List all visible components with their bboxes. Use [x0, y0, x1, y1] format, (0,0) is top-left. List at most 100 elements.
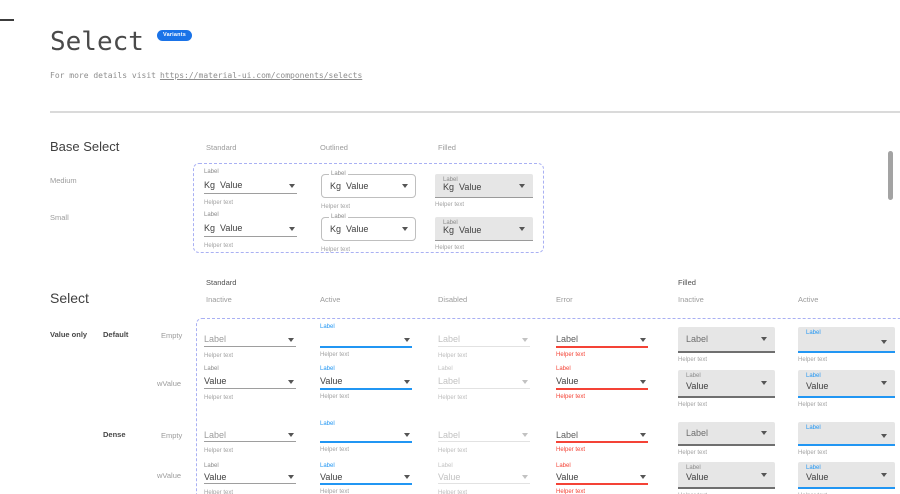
helper-text: Helper text — [556, 394, 586, 400]
select-control[interactable]: Kg Value — [204, 179, 297, 193]
helper-text: Helper text — [798, 450, 828, 456]
select-underline — [438, 388, 530, 391]
select-standard-active-dense-empty: Label Helper text — [320, 421, 412, 454]
select-control[interactable]: Value — [438, 471, 530, 483]
scrollbar-thumb[interactable] — [888, 151, 893, 200]
select-control[interactable]: Value — [556, 375, 648, 388]
select-control[interactable]: Value — [204, 375, 296, 388]
select-label: Label — [204, 463, 219, 469]
select-control[interactable]: Label Kg Value — [435, 217, 533, 241]
select-control[interactable]: Label — [204, 333, 296, 346]
subtitle-text: For more details visit — [50, 71, 156, 80]
dropdown-arrow-icon — [288, 433, 294, 437]
select-control[interactable]: Value — [556, 471, 648, 483]
select-control[interactable]: Label — [798, 422, 895, 446]
subtitle: For more details visit https://material-u… — [50, 70, 362, 82]
select-label: Label — [329, 214, 348, 221]
select-control[interactable]: Label — [438, 333, 530, 346]
dropdown-arrow-icon — [522, 379, 528, 384]
select-value: Value — [320, 376, 343, 386]
select-control[interactable]: Label Value — [678, 370, 775, 398]
helper-text: Helper text — [204, 200, 234, 206]
select-value: Kg Value — [204, 222, 297, 234]
select-control[interactable]: Label — [438, 375, 530, 388]
column-header-std-inactive: Inactive — [206, 295, 232, 304]
select-control[interactable]: Kg Value — [204, 222, 297, 236]
dropdown-arrow-icon — [761, 381, 767, 385]
dropdown-arrow-icon — [522, 475, 528, 479]
dropdown-arrow-icon — [761, 431, 767, 435]
select-control[interactable]: Value — [320, 375, 412, 388]
select-label: Label — [320, 421, 335, 427]
select-filled-active-default-empty: Label Helper text — [798, 327, 895, 364]
select-control[interactable]: Label — [556, 429, 648, 441]
helper-text: Helper text — [204, 490, 234, 494]
select-standard-active-default-wvalue: Label Value Helper text — [320, 366, 412, 401]
select-control[interactable]: Label Value — [798, 370, 895, 398]
row-group-label: Value only — [50, 330, 88, 339]
select-value: Kg Value — [443, 181, 481, 193]
select-control[interactable]: Label — [556, 333, 648, 346]
base-select-standard-medium: Label Kg Value Helper text — [204, 169, 297, 207]
select-control[interactable]: Label — [204, 429, 296, 441]
helper-text: Helper text — [678, 357, 708, 363]
adornment-text: Kg — [443, 225, 455, 235]
select-control[interactable]: Label Kg Value — [321, 214, 416, 241]
select-control[interactable]: Label — [438, 429, 530, 441]
select-control[interactable]: Label — [798, 327, 895, 353]
subrow-label-default-wvalue: wValue — [157, 379, 182, 388]
select-filled-active-dense-empty: Label Helper text — [798, 422, 895, 457]
select-value: Label — [204, 430, 227, 440]
select-underline — [320, 441, 412, 443]
select-label: Label — [806, 373, 821, 379]
select-control[interactable] — [320, 429, 412, 441]
dropdown-arrow-icon — [640, 433, 646, 437]
select-value: Value — [204, 472, 227, 482]
helper-text: Helper text — [321, 247, 351, 253]
select-control[interactable]: Value — [204, 471, 296, 483]
dropdown-arrow-icon — [289, 227, 295, 231]
helper-text: Helper text — [320, 394, 350, 400]
dropdown-arrow-icon — [288, 379, 294, 384]
select-value: Value — [556, 472, 579, 482]
dropdown-arrow-icon — [640, 475, 646, 479]
select-control[interactable]: Label Kg Value — [435, 174, 533, 198]
select-underline — [556, 441, 648, 443]
select-value: Label — [438, 334, 461, 344]
helper-text: Helper text — [438, 448, 468, 454]
select-value: Value — [438, 472, 461, 482]
select-value: Value — [686, 381, 709, 391]
dropdown-arrow-icon — [881, 433, 887, 438]
select-control[interactable]: Label Kg Value — [321, 171, 416, 198]
select-filled-active-default-wvalue: Label Value Helper text — [798, 370, 895, 409]
select-label: Label — [806, 465, 821, 471]
adornment-text: Kg — [443, 182, 455, 192]
select-label: Label — [438, 366, 453, 372]
page-title: Select — [50, 27, 144, 57]
select-standard-inactive-default-wvalue: Label Value Helper text — [204, 366, 296, 402]
select-underline — [204, 388, 296, 391]
select-label: Label — [686, 465, 701, 471]
select-control[interactable]: Value — [320, 471, 412, 483]
select-group-outline — [196, 318, 900, 494]
select-underline — [556, 483, 648, 485]
helper-text: Helper text — [798, 402, 828, 408]
base-select-filled-medium: Label Kg Value Helper text — [435, 174, 533, 209]
value-text: Value — [459, 182, 482, 192]
select-underline — [438, 441, 530, 444]
dropdown-arrow-icon — [404, 433, 410, 437]
subtitle-link[interactable]: https://material-ui.com/components/selec… — [159, 71, 363, 80]
column-header-outlined: Outlined — [320, 143, 348, 152]
select-control[interactable]: Label Value — [798, 462, 895, 489]
select-value: Label — [438, 376, 461, 386]
select-control[interactable]: Label — [678, 422, 775, 446]
helper-text: Helper text — [435, 202, 465, 208]
select-control[interactable]: Label — [678, 327, 775, 353]
select-control[interactable] — [320, 333, 412, 346]
select-control[interactable]: Label Value — [678, 462, 775, 489]
